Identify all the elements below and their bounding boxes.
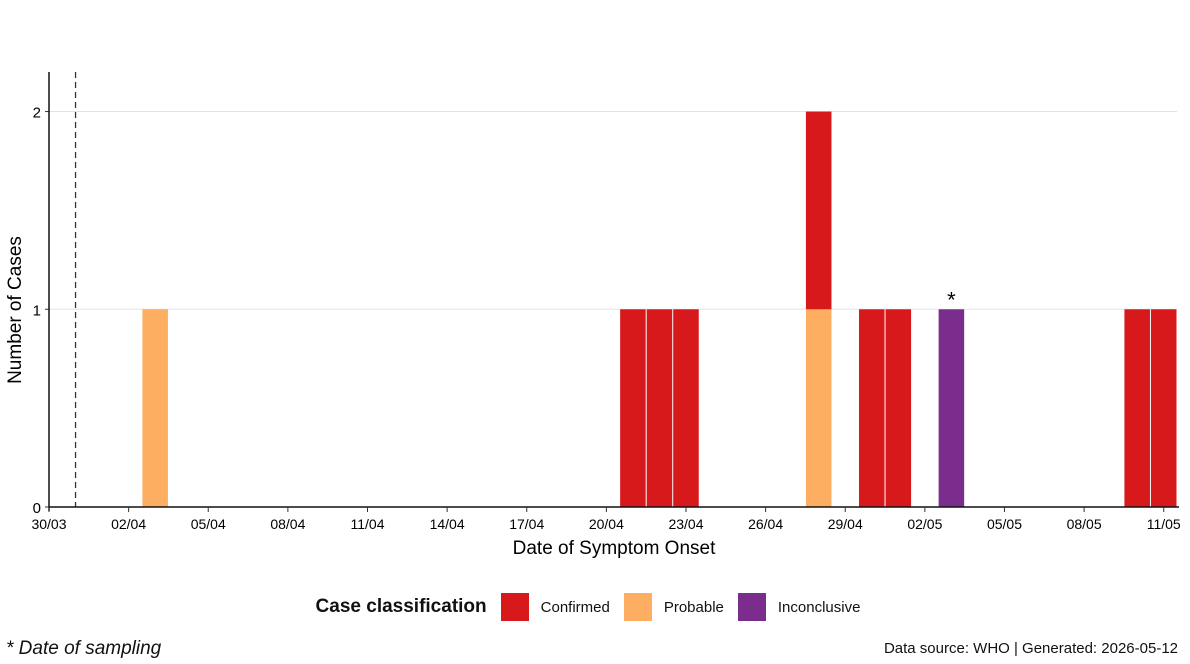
bar-probable (805, 309, 832, 507)
x-tick-label: 11/05 (1147, 516, 1181, 532)
x-tick-label: 26/04 (748, 516, 783, 532)
legend-swatch-probable (623, 593, 652, 621)
bars: * (74, 72, 1177, 507)
gridlines (49, 111, 1177, 310)
footnote: * Date of sampling (6, 638, 162, 659)
bar-confirmed (885, 309, 912, 507)
legend-item-confirmed: Confirmed (500, 593, 610, 621)
bar-confirmed (620, 309, 646, 507)
bar-inconclusive (938, 309, 965, 507)
annotation-asterisk: * (947, 287, 956, 312)
bar-confirmed (646, 309, 673, 507)
x-tick-label: 29/04 (828, 516, 863, 532)
x-tick-label: 11/04 (350, 516, 384, 532)
bar-confirmed (673, 309, 699, 507)
y-tick-label: 2 (33, 105, 41, 122)
x-tick-label: 23/04 (668, 516, 703, 532)
x-tick-label: 30/03 (31, 516, 66, 532)
legend-label-inconclusive: Inconclusive (777, 598, 861, 616)
bar-confirmed (859, 309, 885, 507)
x-tick-label: 17/04 (509, 516, 544, 532)
legend-label-confirmed: Confirmed (540, 598, 610, 616)
legend-swatch-confirmed (500, 593, 529, 621)
x-tick-label: 08/05 (1067, 516, 1102, 532)
axes: 0 1 2 30/03 02/04 05/04 08/04 11/04 14/04 17/04 20… (31, 72, 1181, 532)
legend: Case classification Confirmed Probable I… (0, 590, 1190, 624)
y-axis-label: Number of Cases (5, 236, 26, 384)
x-tick-label: 02/04 (111, 516, 146, 532)
bar-confirmed (1150, 309, 1177, 507)
legend-title: Case classification (315, 596, 487, 617)
x-tick-label: 02/05 (907, 516, 942, 532)
legend-label-probable: Probable (663, 598, 724, 616)
data-source-note: Data source: WHO | Generated: 2026-05-12 (883, 640, 1178, 657)
y-tick-label: 0 (33, 500, 41, 517)
x-tick-label: 05/04 (191, 516, 226, 532)
bar-probable (142, 309, 168, 507)
y-tick-label: 1 (33, 302, 41, 319)
bar-confirmed (1124, 309, 1150, 507)
x-tick-label: 08/04 (270, 516, 305, 532)
legend-item-inconclusive: Inconclusive (737, 593, 861, 621)
bar-confirmed (805, 111, 832, 310)
x-tick-label: 14/04 (430, 516, 465, 532)
legend-swatch-inconclusive (737, 593, 766, 621)
epicurve-chart: * 0 1 2 30/03 02/04 05/04 08/04 11/04 14/04 17/04… (5, 72, 1181, 559)
legend-item-probable: Probable (623, 593, 724, 621)
x-tick-label: 20/04 (589, 516, 624, 532)
x-tick-label: 05/05 (987, 516, 1022, 532)
x-axis-label: Date of Symptom Onset (513, 538, 716, 559)
